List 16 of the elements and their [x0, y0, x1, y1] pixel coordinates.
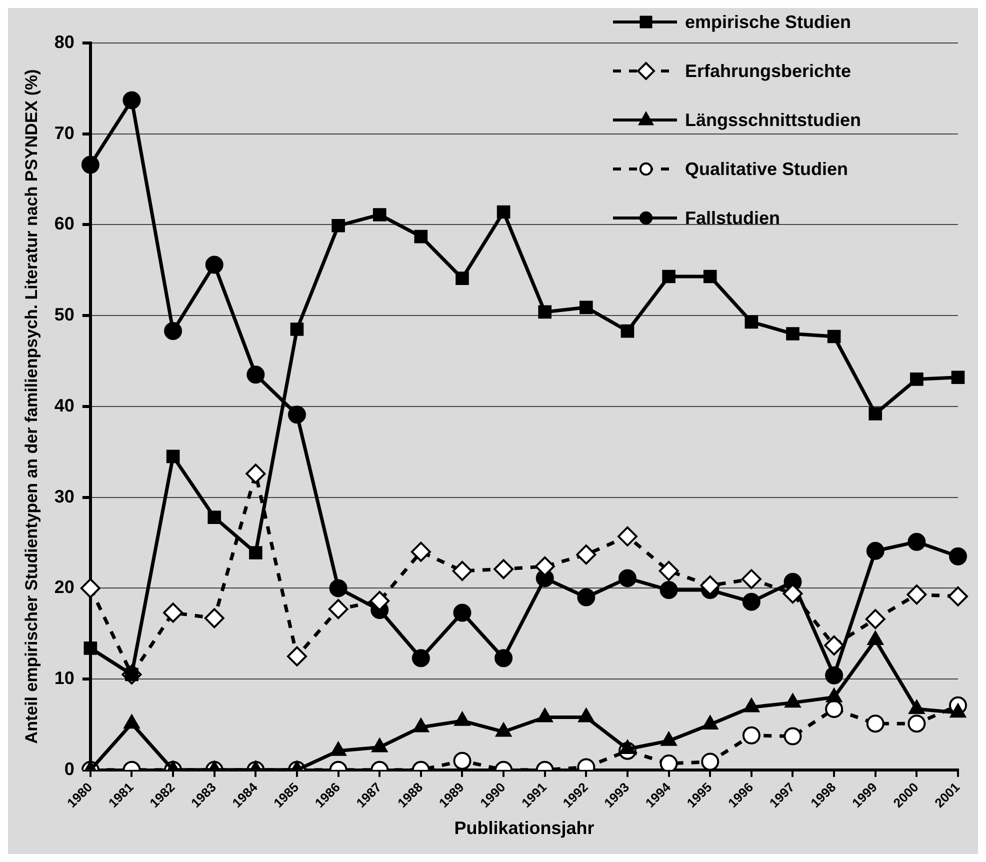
y-tick-label: 50 — [54, 304, 74, 325]
y-tick-label: 70 — [54, 122, 74, 143]
legend-label: Längsschnittstudien — [685, 110, 862, 130]
x-axis-title: Publikationsjahr — [454, 818, 594, 838]
y-tick-label: 60 — [54, 214, 74, 234]
y-axis-title: Anteil empirischer Studientypen an der familienpsych. Literatur nach PSYNDEX (%) — [22, 69, 41, 744]
y-tick-label: 0 — [64, 758, 74, 779]
y-tick-label: 30 — [54, 486, 74, 506]
y-tick-label: 20 — [54, 577, 74, 598]
legend-label: Fallstudien — [685, 208, 780, 228]
legend-label: empirische Studien — [685, 12, 852, 32]
y-tick-label: 10 — [54, 668, 74, 688]
legend-label: Erfahrungsberichte — [685, 60, 852, 81]
y-tick-label: 80 — [54, 32, 74, 52]
y-tick-label: 40 — [54, 395, 74, 416]
legend-label: Qualitative Studien — [685, 158, 848, 179]
